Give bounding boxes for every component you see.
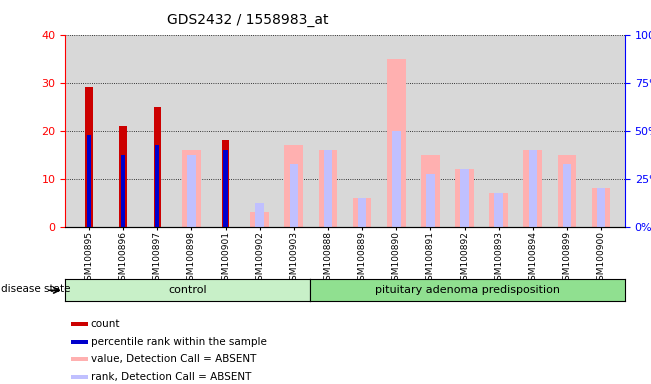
Bar <box>460 169 469 227</box>
Text: rank, Detection Call = ABSENT: rank, Detection Call = ABSENT <box>90 372 251 382</box>
Bar <box>562 164 571 227</box>
Text: value, Detection Call = ABSENT: value, Detection Call = ABSENT <box>90 354 256 364</box>
Bar <box>426 174 435 227</box>
Bar <box>597 188 605 227</box>
Bar <box>358 198 367 227</box>
Bar <box>155 145 159 227</box>
Bar <box>284 145 303 227</box>
Bar <box>71 375 88 379</box>
Bar <box>421 155 440 227</box>
Bar <box>87 136 91 227</box>
Bar <box>523 150 542 227</box>
Bar <box>71 357 88 361</box>
Bar <box>455 169 474 227</box>
Bar <box>223 150 228 227</box>
Bar <box>119 126 127 227</box>
Bar <box>71 322 88 326</box>
Bar <box>187 155 196 227</box>
Bar <box>250 212 269 227</box>
Text: pituitary adenoma predisposition: pituitary adenoma predisposition <box>375 285 560 295</box>
Text: GDS2432 / 1558983_at: GDS2432 / 1558983_at <box>167 13 328 27</box>
Bar <box>121 155 126 227</box>
Bar <box>387 59 406 227</box>
Bar <box>85 88 92 227</box>
Bar <box>182 150 201 227</box>
Bar <box>318 150 337 227</box>
Bar <box>592 188 611 227</box>
Bar <box>154 107 161 227</box>
Bar <box>490 193 508 227</box>
Bar <box>353 198 372 227</box>
Text: count: count <box>90 319 120 329</box>
Bar <box>290 164 298 227</box>
Bar <box>222 140 229 227</box>
Bar <box>71 340 88 344</box>
Text: disease state: disease state <box>1 284 71 294</box>
Text: percentile rank within the sample: percentile rank within the sample <box>90 337 267 347</box>
Bar <box>494 193 503 227</box>
Bar <box>255 203 264 227</box>
Bar <box>529 150 537 227</box>
Bar <box>557 155 576 227</box>
Text: control: control <box>168 285 207 295</box>
Bar <box>392 131 400 227</box>
Bar <box>324 150 332 227</box>
